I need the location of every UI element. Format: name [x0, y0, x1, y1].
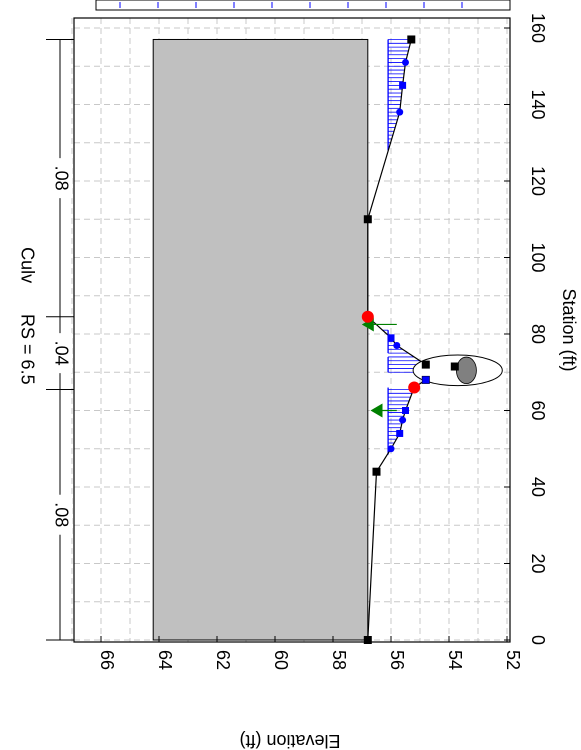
ground-point-marker: [407, 35, 416, 44]
velocity-point-marker: [402, 407, 409, 414]
velocity-point-marker: [393, 341, 401, 349]
manning-label-bg: [48, 333, 72, 374]
node-type-label: Culv: [17, 247, 37, 283]
bank-station-marker: [408, 381, 421, 394]
manning-label-bg: [48, 158, 72, 199]
x-axis-label: Station (ft): [559, 288, 579, 371]
manning-header: .08 .04 .08 RS = 6.5 Culv: [17, 38, 74, 641]
velocity-point-marker: [387, 334, 395, 342]
ticks: 52 54 56 58 60 62 64 66 0 20 40 60 80 100 120 140 160: [97, 13, 548, 670]
ground-profile: [367, 39, 455, 641]
x-tick-label: 100: [528, 242, 548, 272]
y-axis-label: Elevation (ft): [239, 731, 340, 750]
velocity-point-marker: [399, 416, 407, 424]
x-tick-label: 60: [528, 400, 548, 420]
y-tick-label: 56: [387, 650, 407, 670]
y-tick-label: 64: [155, 650, 175, 670]
x-tick-label: 40: [528, 477, 548, 497]
x-tick-label: 140: [528, 89, 548, 119]
manning-label-bg: [48, 494, 72, 535]
plot-rotated-body: 52 54 56 58 60 62 64 66 0 20 40 60 80 100 120 140 160 .0…: [17, 0, 548, 670]
ground-point-marker: [363, 215, 372, 224]
y-tick-label: 66: [97, 650, 117, 670]
road-deck-fill: [152, 38, 369, 641]
y-tick-label: 52: [503, 650, 523, 670]
manning-n-left: .08: [51, 502, 71, 527]
velocity-point-marker: [399, 81, 407, 89]
ground-point-marker: [421, 360, 430, 369]
x-tick-label: 160: [528, 13, 548, 43]
plot-frame: [73, 0, 511, 643]
velocity-point-marker: [387, 445, 395, 453]
road-deck: [152, 38, 369, 641]
water-surface: [382, 39, 435, 455]
culvert-fill: [455, 356, 477, 385]
velocity-point-marker: [396, 429, 404, 437]
manning-n-right: .08: [51, 166, 71, 191]
velocity-point-marker: [396, 108, 404, 116]
y-tick-label: 62: [213, 650, 233, 670]
legend-box: [95, 0, 511, 11]
velocity-point-marker: [402, 58, 409, 66]
x-tick-label: 80: [528, 324, 548, 344]
ineffective-flow-marker: [370, 403, 383, 418]
rs-label: RS = 6.5: [17, 314, 37, 385]
plot-border: [73, 17, 511, 643]
manning-n-channel: .04: [51, 341, 71, 366]
ground-point-marker: [372, 467, 381, 476]
y-tick-label: 58: [329, 650, 349, 670]
ground-line: [367, 39, 455, 641]
ground-point-marker: [450, 362, 459, 371]
ground-point-marker: [363, 636, 372, 644]
y-tick-label: 60: [271, 650, 291, 670]
velocity-point-marker: [422, 376, 430, 384]
bank-station-marker: [361, 310, 374, 323]
x-tick-label: 20: [528, 553, 548, 573]
x-tick-label: 120: [528, 166, 548, 196]
axis-labels: Station (ft) Elevation (ft): [239, 288, 579, 750]
markers: [361, 35, 459, 644]
y-tick-label: 54: [445, 650, 465, 670]
x-tick-label: 0: [528, 635, 548, 645]
